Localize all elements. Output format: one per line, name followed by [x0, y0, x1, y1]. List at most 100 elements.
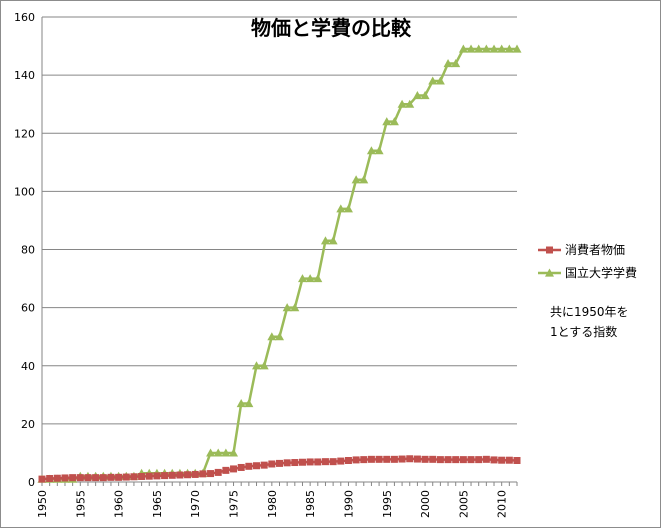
x-tick-label: 1955: [74, 490, 87, 518]
data-point: [428, 76, 438, 85]
data-point: [184, 471, 192, 479]
x-tick-label: 1970: [189, 490, 202, 518]
data-point: [46, 475, 54, 483]
data-point: [282, 303, 292, 312]
data-point: [276, 459, 283, 467]
data-point: [237, 463, 245, 471]
x-tick-label: 1980: [266, 490, 279, 518]
y-tick-label: 20: [21, 418, 35, 431]
data-point: [222, 466, 230, 474]
legend-swatch-marker: [545, 268, 554, 277]
data-point: [213, 448, 223, 457]
data-point: [69, 474, 77, 482]
x-tick-label: 1985: [304, 490, 317, 518]
data-point: [53, 474, 61, 482]
data-point: [130, 473, 138, 481]
data-point: [252, 361, 262, 370]
data-point: [390, 455, 398, 463]
legend-label: 消費者物価: [565, 242, 625, 257]
data-point: [268, 460, 276, 468]
data-point: [360, 456, 368, 464]
data-point: [413, 455, 421, 463]
data-point: [504, 44, 514, 53]
x-tick-label: 1995: [381, 490, 394, 518]
data-point: [443, 59, 453, 68]
data-point: [352, 456, 360, 464]
x-tick-label: 1975: [228, 490, 241, 518]
chart-title: 物価と学費の比較: [251, 16, 412, 40]
data-point: [337, 457, 345, 465]
y-tick-label: 0: [28, 476, 35, 489]
data-point: [161, 472, 169, 480]
data-point: [297, 274, 307, 283]
data-point: [421, 455, 429, 463]
data-point: [230, 465, 238, 473]
data-point: [38, 475, 46, 483]
data-point: [466, 44, 476, 53]
data-point: [343, 204, 353, 213]
x-tick-label: 2010: [496, 490, 509, 518]
data-point: [207, 470, 215, 478]
y-tick-label: 140: [14, 69, 35, 82]
data-point: [115, 473, 123, 481]
y-tick-label: 100: [14, 185, 35, 198]
data-point: [435, 76, 445, 85]
data-point: [76, 474, 84, 482]
data-point: [329, 458, 337, 466]
data-point: [498, 456, 506, 464]
x-tick-label: 2000: [419, 490, 432, 518]
data-point: [206, 448, 216, 457]
legend-item: 国立大学学費: [538, 265, 637, 280]
data-point: [512, 44, 522, 53]
data-point: [291, 459, 299, 467]
data-point: [359, 175, 369, 184]
data-point: [397, 99, 407, 108]
data-point: [221, 448, 231, 457]
data-point: [305, 274, 315, 283]
data-point: [321, 458, 329, 466]
data-point: [275, 332, 284, 341]
x-tick-label: 2005: [457, 490, 470, 518]
data-point: [99, 474, 107, 482]
data-point: [328, 236, 338, 245]
note-line-2: 1とする指数: [550, 324, 617, 339]
data-point: [505, 456, 513, 464]
data-point: [367, 455, 375, 463]
data-point: [214, 468, 222, 476]
data-point: [451, 59, 461, 68]
data-point: [481, 44, 491, 53]
data-point: [245, 462, 253, 470]
data-point: [366, 146, 376, 155]
data-point: [490, 456, 498, 464]
data-point: [92, 474, 100, 482]
data-point: [474, 44, 484, 53]
data-point: [320, 236, 330, 245]
data-point: [168, 471, 176, 479]
series-consumer-price: [38, 455, 521, 483]
data-point: [383, 455, 391, 463]
legend-item: 消費者物価: [538, 242, 625, 257]
data-point: [412, 90, 422, 100]
data-point: [467, 456, 475, 464]
series-line: [42, 47, 517, 481]
data-point: [513, 456, 521, 464]
y-tick-label: 120: [14, 127, 35, 140]
data-point: [436, 456, 444, 464]
data-point: [459, 456, 467, 464]
data-point: [191, 470, 199, 478]
data-point: [420, 90, 430, 100]
data-point: [429, 455, 437, 463]
data-point: [398, 455, 406, 463]
y-tick-label: 40: [21, 360, 35, 373]
y-tick-label: 80: [21, 244, 35, 257]
data-point: [382, 117, 392, 126]
data-point: [153, 472, 161, 480]
data-point: [374, 146, 384, 155]
data-point: [138, 472, 146, 480]
data-point: [313, 274, 323, 283]
data-point: [84, 474, 92, 482]
y-tick-label: 60: [21, 302, 35, 315]
